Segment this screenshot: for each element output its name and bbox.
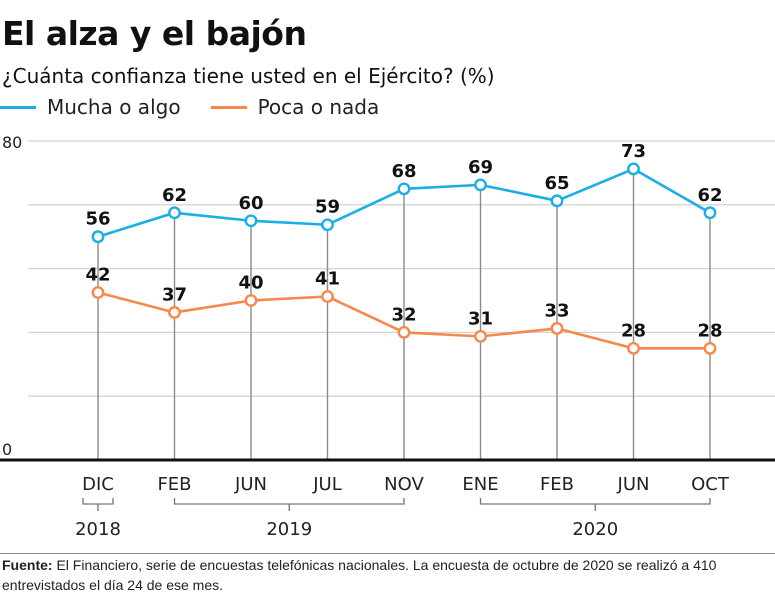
x-tick-label-8: OCT xyxy=(691,474,730,495)
data-label-mucha-o-algo-4: 68 xyxy=(391,161,416,182)
data-label-mucha-o-algo-2: 60 xyxy=(238,193,263,214)
year-label-2020: 2020 xyxy=(572,519,618,540)
year-label-2018: 2018 xyxy=(75,519,121,540)
x-tick-label-4: NOV xyxy=(384,474,424,495)
legend: Mucha o algo Poca o nada xyxy=(0,94,409,120)
point-mucha-o-algo-6 xyxy=(550,194,564,208)
point-mucha-o-algo-7 xyxy=(627,162,640,176)
data-label-mucha-o-algo-3: 59 xyxy=(315,197,340,218)
point-poca-o-nada-8 xyxy=(703,341,717,355)
point-mucha-o-algo-4 xyxy=(397,182,411,196)
data-label-mucha-o-algo-7: 73 xyxy=(621,141,646,162)
point-poca-o-nada-1 xyxy=(168,306,181,319)
source-note: Fuente: El Financiero, serie de encuesta… xyxy=(2,555,772,595)
year-groups: 2018 2019 2020 xyxy=(75,498,711,540)
chart-title: El alza y el bajón xyxy=(2,14,307,53)
data-label-poca-o-nada-0: 42 xyxy=(85,265,110,286)
legend-swatch-poca-o-nada xyxy=(210,105,247,109)
point-poca-o-nada-4 xyxy=(397,325,411,339)
data-label-mucha-o-algo-8: 62 xyxy=(697,185,722,206)
x-axis-labels: DIC FEB JUN JUL NOV ENE FEB JUN OCT xyxy=(82,474,730,495)
data-label-poca-o-nada-4: 32 xyxy=(391,304,416,325)
series-points xyxy=(91,162,717,355)
x-tick-label-5: ENE xyxy=(462,474,498,495)
data-label-mucha-o-algo-5: 69 xyxy=(468,157,493,178)
source-divider xyxy=(0,553,775,554)
year-bracket-2019 xyxy=(173,498,405,511)
point-mucha-o-algo-8 xyxy=(703,206,717,220)
x-tick-label-2: JUN xyxy=(234,474,267,495)
year-label-2019: 2019 xyxy=(266,519,312,540)
x-tick-label-7: JUN xyxy=(617,474,650,495)
legend-swatch-mucha-o-algo xyxy=(0,105,36,109)
category-stems xyxy=(97,168,711,460)
source-label: Fuente: xyxy=(2,557,53,573)
year-bracket-2020 xyxy=(479,498,711,511)
point-poca-o-nada-2 xyxy=(244,294,258,307)
y-tick-label-0: 0 xyxy=(2,440,12,459)
data-label-mucha-o-algo-0: 56 xyxy=(85,209,110,230)
legend-label-mucha-o-algo: Mucha o algo xyxy=(47,95,181,119)
data-label-mucha-o-algo-1: 62 xyxy=(162,185,187,206)
data-label-poca-o-nada-2: 40 xyxy=(238,273,263,294)
legend-label-poca-o-nada: Poca o nada xyxy=(257,95,380,119)
data-label-poca-o-nada-3: 41 xyxy=(315,269,340,290)
line-chart: 80 0 56 62 60 59 68 69 65 73 62 42 37 40 41 32 31 33 28 28… xyxy=(0,133,775,540)
point-mucha-o-algo-5 xyxy=(474,178,487,192)
gridlines xyxy=(28,140,775,397)
data-labels: 56 62 60 59 68 69 65 73 62 42 37 40 41 32 31 33 28 28 xyxy=(85,141,722,341)
year-bracket-2018 xyxy=(82,498,114,511)
data-label-poca-o-nada-8: 28 xyxy=(697,320,722,341)
chart-subtitle: ¿Cuánta confianza tiene usted en el Ejér… xyxy=(2,64,495,88)
source-text: El Financiero, serie de encuestas telefó… xyxy=(2,557,717,593)
point-poca-o-nada-3 xyxy=(321,290,334,303)
legend-item-poca-o-nada: Poca o nada xyxy=(210,95,380,119)
data-label-mucha-o-algo-6: 65 xyxy=(544,173,569,194)
x-tick-label-3: JUL xyxy=(312,474,342,495)
data-label-poca-o-nada-1: 37 xyxy=(162,284,187,305)
data-label-poca-o-nada-5: 31 xyxy=(468,308,493,329)
y-tick-label-80: 80 xyxy=(2,133,22,152)
point-mucha-o-algo-1 xyxy=(168,206,181,220)
point-mucha-o-algo-3 xyxy=(321,218,334,232)
legend-item-mucha-o-algo: Mucha o algo xyxy=(0,95,181,119)
x-tick-label-1: FEB xyxy=(157,474,191,495)
data-label-poca-o-nada-7: 28 xyxy=(621,320,646,341)
point-mucha-o-algo-2 xyxy=(244,214,258,228)
point-poca-o-nada-0 xyxy=(91,286,105,299)
point-mucha-o-algo-0 xyxy=(91,230,105,244)
point-poca-o-nada-6 xyxy=(550,322,564,335)
data-label-poca-o-nada-6: 33 xyxy=(544,300,569,321)
x-tick-label-6: FEB xyxy=(540,474,574,495)
y-axis-labels: 80 0 xyxy=(2,133,22,459)
x-tick-label-0: DIC xyxy=(82,474,114,495)
point-poca-o-nada-5 xyxy=(474,329,487,343)
point-poca-o-nada-7 xyxy=(627,341,640,355)
